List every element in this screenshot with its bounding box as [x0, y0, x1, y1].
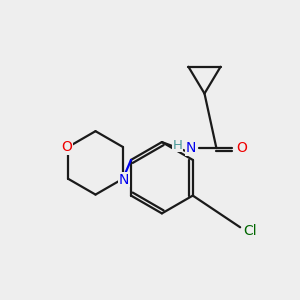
Text: Cl: Cl [243, 224, 257, 238]
Text: H: H [173, 139, 183, 152]
Text: O: O [61, 140, 73, 154]
Text: N: N [185, 141, 196, 155]
Text: N: N [119, 173, 129, 187]
Text: O: O [237, 141, 248, 155]
